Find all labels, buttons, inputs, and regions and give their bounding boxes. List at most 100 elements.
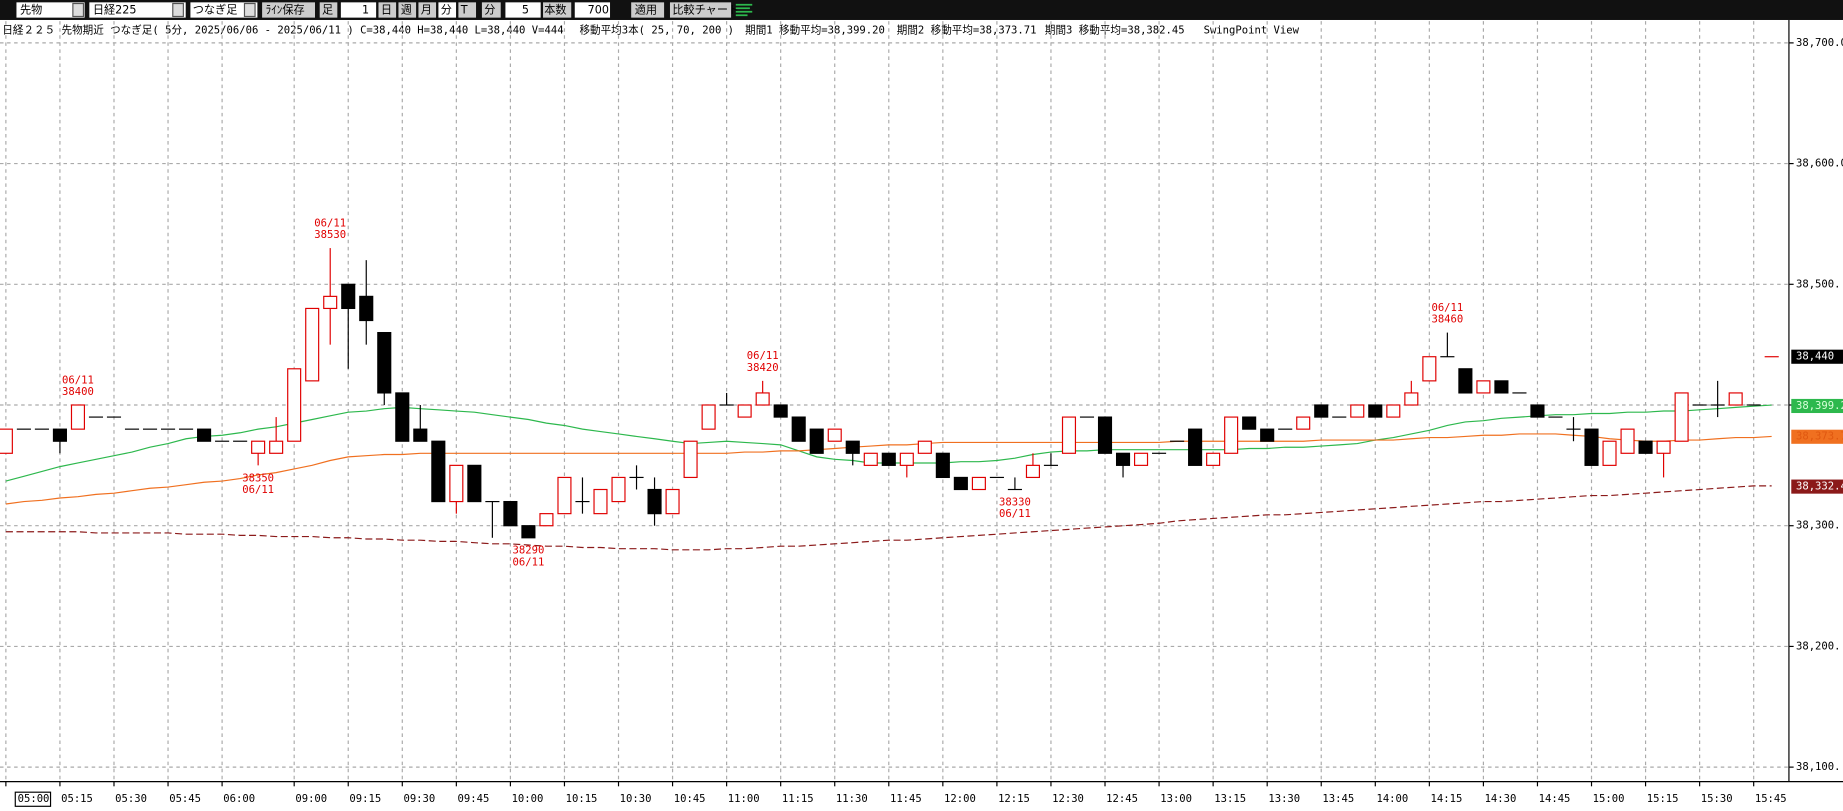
candle-body [1061,416,1077,454]
x-tick-label: 14:15 [1431,793,1463,805]
dropdown-arrow[interactable] [243,2,256,18]
candle-body [251,440,266,454]
candle-body [899,452,914,466]
dropdown-arrow[interactable] [72,2,85,18]
save-button[interactable] [262,2,316,18]
period-button[interactable] [438,2,457,18]
candle-body [827,428,842,442]
candle-body [755,392,770,406]
candle-body [1188,428,1203,466]
x-tick-label: 13:30 [1268,793,1300,805]
candle-body [1386,404,1401,418]
candle-body [359,295,374,322]
apply-button[interactable] [631,2,665,18]
ma-line [5,485,1772,551]
x-tick-label: 05:30 [115,793,147,805]
price-tag-label: 38,440 [1796,351,1834,363]
candle-body [323,295,338,310]
y-tick-label: 38,200. [1796,640,1841,652]
candle-body [1674,392,1689,442]
candle-body [683,440,698,479]
bar-count-input[interactable] [340,2,377,18]
compare-button[interactable] [669,2,732,18]
candle-body [809,428,824,454]
market-select[interactable] [16,2,85,18]
y-tick-label: 38,300. [1796,520,1841,532]
period-button[interactable] [398,2,417,18]
annotation-date: 06/11 [513,556,545,568]
x-tick-label: 10:30 [620,793,652,805]
period-button[interactable] [378,2,397,18]
price-tag-label: 38,373.7 [1796,431,1843,443]
candle-body [1350,404,1365,418]
period-button[interactable] [418,2,437,18]
market-text: 先物 [20,3,42,17]
candle-body [665,488,680,515]
candle-body [0,428,13,454]
candle-body [503,500,518,527]
x-tick-label: 05:00 [18,793,50,805]
candle-body [917,440,932,454]
x-tick-label: 13:15 [1214,793,1246,805]
indicator-icon[interactable] [735,3,753,17]
y-tick-label: 38,700.0 [1796,37,1843,49]
x-tick-label: 12:45 [1106,793,1138,805]
period-label: 分 [441,4,452,17]
candle-body [377,331,392,394]
x-tick-label: 09:00 [295,793,327,805]
candle-body [1224,416,1239,454]
candle-body [1638,440,1653,454]
dropdown-arrow[interactable] [172,2,184,18]
chain-select[interactable] [190,2,258,18]
interval: 5 [522,4,529,17]
y-tick-label: 38,600.0 [1796,158,1843,170]
period-button[interactable] [458,2,477,18]
candle-body [521,525,536,539]
x-tick-label: 15:00 [1593,793,1625,805]
candle-body [1296,416,1311,430]
x-tick-label: 09:30 [403,793,435,805]
candle-body [341,283,356,310]
symbol-select[interactable] [89,2,186,18]
x-tick-label: 12:00 [944,793,976,805]
x-tick-label: 11:45 [890,793,922,805]
interval-input[interactable] [505,2,541,18]
annotation-price: 38290 [513,545,545,557]
bar-count: 1 [362,4,369,17]
candle-body [539,513,554,527]
save-text: ﾗｲﾝ保存 [266,3,305,17]
view-label: SwingPoint View [1204,25,1300,37]
candle-body [1656,440,1671,454]
price-tag [1791,429,1843,444]
count-input[interactable] [574,2,611,18]
count: 700 [588,4,609,17]
x-label-box [14,791,52,807]
x-tick-label: 14:30 [1485,793,1517,805]
candle-body [611,476,626,503]
price-tag [1791,349,1843,364]
symbol-text: 日経225 [93,4,137,17]
annotation-date: 06/11 [242,484,274,496]
candle-body [197,428,212,442]
candle-body [1728,392,1743,406]
x-tick-label: 13:45 [1322,793,1354,805]
annotation-price: 38530 [314,229,346,241]
candle-body [70,404,86,430]
x-tick-label: 15:15 [1647,793,1679,805]
candle-body [1458,368,1473,394]
candle-body [773,404,788,418]
candle-body [845,440,860,454]
candle-body [557,476,572,515]
candle-body [467,464,482,503]
x-tick-label: 11:15 [782,793,814,805]
annotation-price: 38350 [242,472,274,484]
x-tick-label: 09:45 [458,793,490,805]
price-tag-label: 38,332.4 [1796,481,1843,493]
candle-body [1530,404,1545,418]
candle-body [1260,428,1275,442]
legend-entry: 期間2 移動平均=38,373.71 [897,24,1037,37]
price-tag [1791,479,1843,494]
x-tick-label: 10:00 [512,793,544,805]
x-tick-label: 15:45 [1755,793,1787,805]
